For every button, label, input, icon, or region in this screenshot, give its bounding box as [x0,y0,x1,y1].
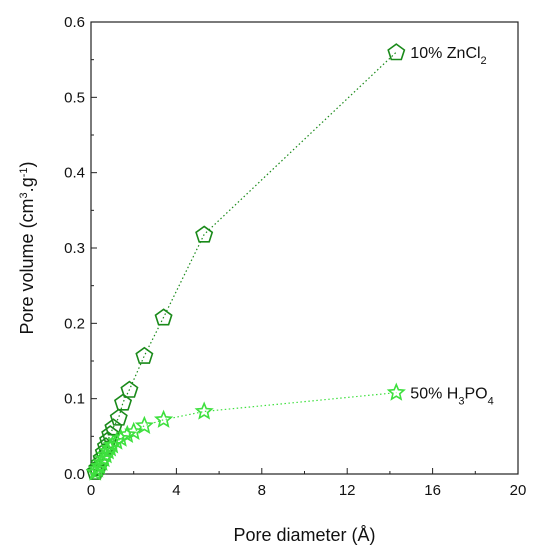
data-point-star [386,382,406,401]
x-tick-label: 20 [510,482,527,499]
data-point-pentagon [135,346,154,364]
series-label-1: 50% H3PO4 [410,386,493,408]
x-tick-label: 0 [87,482,95,499]
x-tick-label: 8 [258,482,266,499]
data-point-pentagon [120,380,139,398]
y-tick-label: 0.6 [64,14,85,31]
data-point-star [117,424,137,443]
y-axis-title: Pore volume (cm3.g-1) [17,162,37,335]
data-point-pentagon [109,408,128,426]
data-point-pentagon [113,393,133,411]
series-label-0: 10% ZnCl2 [410,45,486,67]
data-point-star [111,428,131,447]
data-point-star [194,401,214,420]
plot-area: 0 4 8 12 16 20 0.0 0.1 0.2 0.3 0.4 0.5 0.6 Pore diame… [17,14,526,545]
x-tick-label: 16 [424,482,441,499]
x-axis-title: Pore diameter (Å) [233,525,375,545]
data-point-star [134,415,154,434]
data-point-pentagon [195,225,214,243]
data-point-pentagon [154,308,173,326]
x-tick-label: 12 [339,482,356,499]
x-tick-label: 4 [172,482,180,499]
plot-frame [90,21,519,475]
series-line-0 [94,51,397,473]
y-tick-label: 0.1 [64,391,85,408]
data-point-pentagon [387,43,406,61]
data-point-star [153,409,174,428]
data-point-star [124,421,144,440]
data-point-star [102,435,122,454]
y-tick-label: 0.5 [64,89,85,106]
y-tick-label: 0.3 [64,240,85,257]
y-tick-label: 0.0 [64,466,85,483]
y-tick-label: 0.4 [64,165,85,182]
y-tick-label: 0.2 [64,315,85,332]
